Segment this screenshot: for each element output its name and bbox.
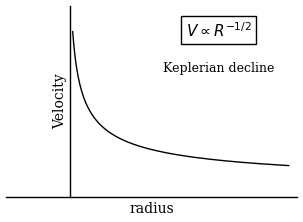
X-axis label: radius: radius xyxy=(129,202,174,216)
Text: Keplerian decline: Keplerian decline xyxy=(163,62,274,75)
Text: $\mathit{V} \propto \mathit{R}^{-1/2}$: $\mathit{V} \propto \mathit{R}^{-1/2}$ xyxy=(186,21,251,40)
Y-axis label: Velocity: Velocity xyxy=(53,73,67,129)
